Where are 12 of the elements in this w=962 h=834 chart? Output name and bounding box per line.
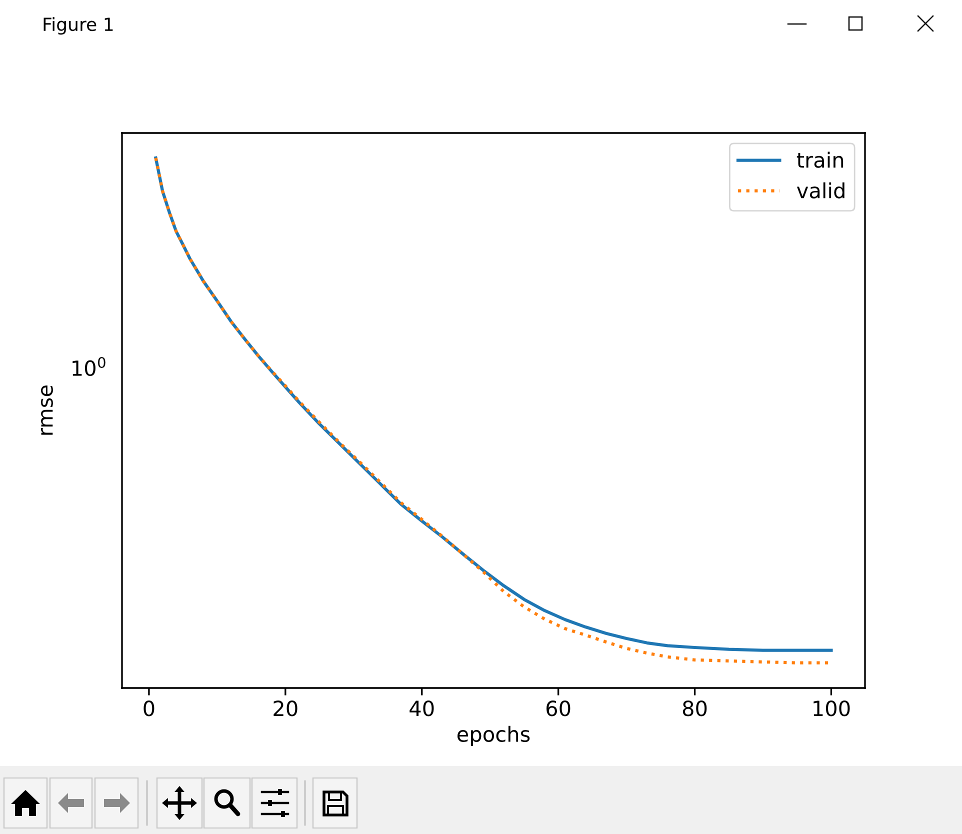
caption: Figure 1: [44, 17, 113, 35]
x-tick-label: 100: [814, 700, 850, 716]
x-tick-label: 60: [546, 700, 570, 716]
legend-label: valid: [796, 182, 844, 198]
x-tick-label: 80: [682, 700, 707, 716]
x-tick-label: 0: [144, 700, 154, 716]
x-tick-label: 40: [410, 700, 434, 716]
y-axis-title: rmse: [41, 386, 53, 435]
legend-label: train: [796, 152, 844, 168]
x-tick-label: 20: [274, 700, 298, 716]
text: 10$^{0}$: [72, 356, 106, 376]
x-axis-title: epochs: [457, 726, 530, 746]
